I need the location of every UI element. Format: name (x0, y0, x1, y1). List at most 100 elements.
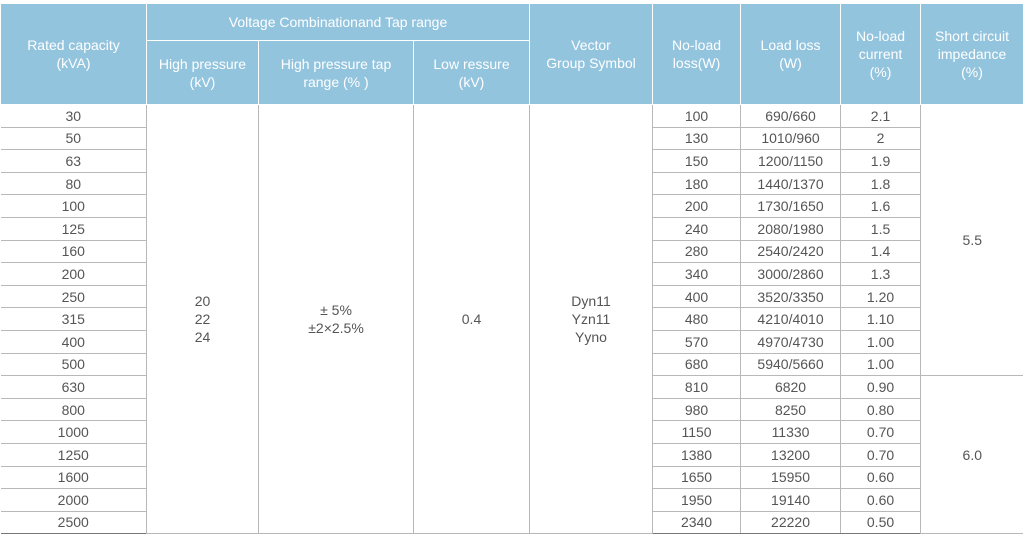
rated-capacity-cell: 30 (0, 104, 147, 128)
no-load-loss-cell: 980 (652, 398, 742, 422)
header-high-pressure-tap: High pressure tap range (% ) (258, 40, 414, 105)
load-loss-cell: 11330 (740, 420, 842, 444)
no-load-current-cell: 2.1 (840, 104, 922, 128)
rated-capacity-cell: 100 (0, 194, 147, 218)
no-load-current-cell: 1.8 (840, 172, 922, 196)
header-high-pressure: High pressure (kV) (146, 40, 259, 105)
table-row: 500 680 5940/5660 1.00 (0, 353, 1023, 377)
header-no-load-loss: No-load loss(W) (652, 3, 742, 105)
rated-capacity-cell: 500 (0, 353, 147, 377)
load-loss-cell: 1730/1650 (740, 194, 842, 218)
impedance-cell: 6.0 (920, 375, 1023, 535)
no-load-current-cell: 0.70 (840, 443, 922, 467)
rated-capacity-cell: 315 (0, 307, 147, 331)
header-voltage-combination: Voltage Combinationand Tap range (145, 3, 531, 41)
rated-capacity-cell: 1250 (0, 443, 147, 467)
table-row: 2500 2340 22220 0.50 (0, 511, 1023, 535)
no-load-loss-cell: 130 (652, 127, 742, 151)
no-load-current-cell: 1.00 (840, 330, 922, 354)
load-loss-cell: 1440/1370 (740, 172, 842, 196)
no-load-current-cell: 0.60 (840, 488, 922, 512)
no-load-loss-cell: 100 (652, 104, 742, 128)
rated-capacity-cell: 630 (0, 375, 147, 399)
rated-capacity-cell: 160 (0, 240, 147, 264)
load-loss-cell: 15950 (740, 466, 842, 490)
no-load-current-cell: 1.5 (840, 217, 922, 241)
rated-capacity-cell: 125 (0, 217, 147, 241)
low-pressure-cell: 0.4 (413, 104, 531, 535)
no-load-current-cell: 0.50 (840, 511, 922, 535)
tap-range-cell: ± 5% ±2×2.5% (258, 104, 414, 535)
table-row: 80 180 1440/1370 1.8 (0, 172, 1023, 196)
no-load-loss-cell: 240 (652, 217, 742, 241)
no-load-loss-cell: 150 (652, 149, 742, 173)
rated-capacity-cell: 400 (0, 330, 147, 354)
rated-capacity-cell: 63 (0, 149, 147, 173)
rated-capacity-cell: 1600 (0, 466, 147, 490)
vector-group-cell: Dyn11 Yzn11 Yyno (529, 104, 654, 535)
load-loss-cell: 8250 (740, 398, 842, 422)
header-low-pressure: Low ressure (kV) (412, 40, 531, 105)
no-load-loss-cell: 200 (652, 194, 742, 218)
table-row: 1250 1380 13200 0.70 (0, 443, 1023, 467)
no-load-current-cell: 2 (840, 127, 922, 151)
table-row: 50 130 1010/960 2 (0, 127, 1023, 151)
no-load-current-cell: 1.6 (840, 194, 922, 218)
load-loss-cell: 3520/3350 (740, 285, 842, 309)
table-row: 1600 1650 15950 0.60 (0, 466, 1023, 490)
no-load-current-cell: 0.90 (840, 375, 922, 399)
table-row: 160 280 2540/2420 1.4 (0, 240, 1023, 264)
no-load-loss-cell: 1150 (652, 420, 742, 444)
load-loss-cell: 5940/5660 (740, 353, 842, 377)
rated-capacity-cell: 80 (0, 172, 147, 196)
no-load-loss-cell: 180 (652, 172, 742, 196)
header-load-loss: Load loss (W) (740, 3, 842, 105)
rated-capacity-cell: 2000 (0, 488, 147, 512)
no-load-current-cell: 0.80 (840, 398, 922, 422)
no-load-current-cell: 0.70 (840, 420, 922, 444)
load-loss-cell: 6820 (740, 375, 842, 399)
table-row: 125 240 2080/1980 1.5 (0, 217, 1023, 241)
no-load-loss-cell: 1380 (652, 443, 742, 467)
no-load-loss-cell: 1950 (652, 488, 742, 512)
table-row: 800 980 8250 0.80 (0, 398, 1023, 422)
table-row: 1000 1150 11330 0.70 (0, 420, 1023, 444)
no-load-current-cell: 1.4 (840, 240, 922, 264)
load-loss-cell: 13200 (740, 443, 842, 467)
no-load-loss-cell: 810 (652, 375, 742, 399)
no-load-loss-cell: 400 (652, 285, 742, 309)
load-loss-cell: 4210/4010 (740, 307, 842, 331)
rated-capacity-cell: 250 (0, 285, 147, 309)
load-loss-cell: 1010/960 (740, 127, 842, 151)
table-row: 315 480 4210/4010 1.10 (0, 307, 1023, 331)
rated-capacity-cell: 200 (0, 262, 147, 286)
table-header: Rated capacity (kVA) Voltage Combination… (0, 3, 1023, 105)
table-row: 63 150 1200/1150 1.9 (0, 149, 1023, 173)
rated-capacity-cell: 800 (0, 398, 147, 422)
impedance-cell: 5.5 (920, 104, 1023, 377)
no-load-loss-cell: 570 (652, 330, 742, 354)
table-row: 630 810 6820 0.90 6.0 (0, 375, 1023, 535)
header-no-load-current: No-load current (%) (840, 3, 922, 105)
header-short-circuit-impedance: Short circuit impedance (%) (920, 3, 1023, 105)
high-pressure-cell: 20 22 24 (146, 104, 259, 535)
load-loss-cell: 3000/2860 (740, 262, 842, 286)
table-row: 400 570 4970/4730 1.00 (0, 330, 1023, 354)
load-loss-cell: 19140 (740, 488, 842, 512)
header-rated-capacity: Rated capacity (kVA) (0, 3, 147, 105)
header-vector-group: Vector Group Symbol (529, 3, 654, 105)
no-load-current-cell: 1.9 (840, 149, 922, 173)
no-load-loss-cell: 340 (652, 262, 742, 286)
no-load-loss-cell: 2340 (652, 511, 742, 535)
no-load-current-cell: 1.10 (840, 307, 922, 331)
table-body: 30 20 22 24 ± 5% ±2×2.5% 0.4 Dyn11 Yzn11 Yyn… (0, 104, 1023, 535)
no-load-current-cell: 1.3 (840, 262, 922, 286)
table-row: 100 200 1730/1650 1.6 (0, 194, 1023, 218)
table-row: 200 340 3000/2860 1.3 (0, 262, 1023, 286)
load-loss-cell: 1200/1150 (740, 149, 842, 173)
no-load-loss-cell: 480 (652, 307, 742, 331)
no-load-loss-cell: 680 (652, 353, 742, 377)
rated-capacity-cell: 1000 (0, 420, 147, 444)
load-loss-cell: 22220 (740, 511, 842, 535)
table-row: 30 20 22 24 ± 5% ±2×2.5% 0.4 Dyn11 Yzn11 Yyn… (0, 104, 1023, 535)
